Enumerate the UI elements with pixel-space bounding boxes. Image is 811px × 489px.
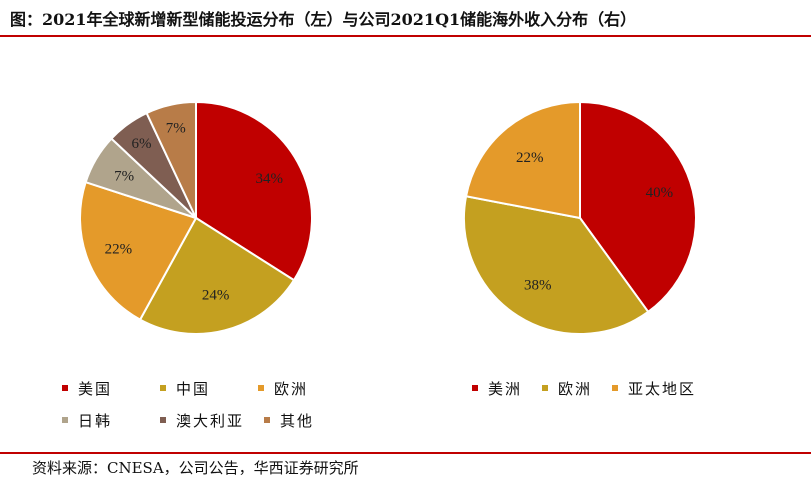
bottom-divider [0,452,811,454]
pie-slice-label-3: 22% [516,150,544,166]
legend-item-europe: 欧洲 [258,378,308,399]
pie-slice-label-1: 34% [255,171,283,187]
pie-chart-left: 34% 24% 22% 7% 6% 7% [79,100,313,335]
pie-slice-2 [463,195,650,335]
legend-label: 其他 [280,411,315,430]
legend-swatch [472,385,478,391]
pie-slice-6 [145,100,197,219]
legend-swatch [542,385,549,391]
legend-label: 美国 [78,379,113,398]
legend-left: 美国 中国 欧洲 日韩 澳大利亚 其他 [62,377,402,441]
pie-slice-label-3: 22% [105,242,133,258]
legend-item-china: 中国 [160,378,210,399]
pie-slice-label-4: 7% [114,168,134,184]
legend-label: 日韩 [78,411,113,430]
pie-slice-1 [579,100,697,314]
legend-label: 中国 [176,379,211,398]
pie-slice-label-2: 38% [524,278,552,294]
legend-item-europe: 欧洲 [542,378,592,399]
legend-right: 美洲 欧洲 亚太地区 [472,377,792,409]
legend-item-usa: 美国 [62,378,112,399]
legend-label: 欧洲 [274,379,309,398]
pie-slice-label-6: 7% [166,120,186,136]
legend-swatch [160,385,167,391]
pie-slice-label-2: 24% [202,287,230,303]
legend-item-americas: 美洲 [472,378,522,399]
pie-slice-3 [464,100,581,220]
legend-label: 欧洲 [558,379,593,398]
legend-label: 美洲 [488,379,523,398]
figure-title: 图：2021年全球新增新型储能投运分布（左）与公司2021Q1储能海外收入分布（… [10,10,637,29]
legend-label: 亚太地区 [628,379,697,398]
legend-item-asia-pacific: 亚太地区 [612,378,696,399]
legend-swatch [160,417,167,423]
legend-row: 美洲 欧洲 亚太地区 [472,377,792,399]
pie-chart-right: 40% 38% 22% [463,100,697,335]
legend-swatch [62,417,68,423]
legend-swatch [612,385,619,391]
legend-row: 美国 中国 欧洲 [62,377,402,399]
legend-item-other: 其他 [264,410,314,431]
legend-swatch [62,385,68,391]
legend-label: 澳大利亚 [176,411,245,430]
legend-item-japan-korea: 日韩 [62,410,112,431]
legend-swatch [264,417,271,423]
pie-slice-2 [138,216,296,335]
legend-row: 日韩 澳大利亚 其他 [62,409,402,431]
pie-slice-label-5: 6% [131,136,151,152]
legend-swatch [258,385,265,391]
pie-slice-3 [79,180,198,322]
pie-slice-label-1: 40% [646,185,674,201]
source-note: 资料来源：CNESA，公司公告，华西证券研究所 [32,459,359,477]
legend-item-australia: 澳大利亚 [160,410,244,431]
top-divider [0,35,811,37]
